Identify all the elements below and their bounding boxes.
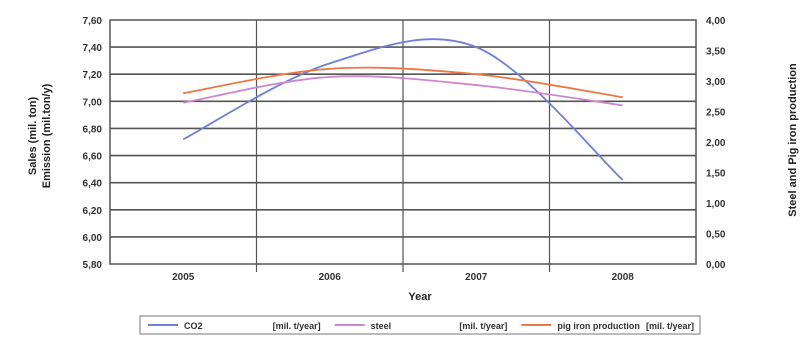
left-tick-label: 7,40 [83,43,103,54]
right-tick-label: 2,50 [706,108,726,119]
x-tick-label: 2006 [319,272,342,283]
legend-series-name: steel [371,321,392,331]
x-tick-label: 2007 [465,272,488,283]
left-tick-label: 6,80 [83,124,103,135]
legend: CO2 [mil. t/year] steel [mil. t/year] pig ir… [139,315,701,335]
right-axis-title: Steel and Pig iron production [787,63,799,217]
left-axis-title-line1: Sales (mil. ton) [27,97,39,176]
left-axis-title-line2: Emission (mil.ton/y) [41,83,53,188]
left-tick-label: 6,20 [83,206,103,217]
left-tick-label: 6,40 [83,179,103,190]
legend-series-unit: [mil. t/year] [646,321,694,331]
right-tick-label: 0,50 [706,230,726,241]
x-tick-label: 2008 [612,272,635,283]
left-tick-label: 6,60 [83,152,103,163]
legend-series-unit: [mil. t/year] [273,321,321,331]
series-line-co2 [182,38,624,181]
left-tick-label: 6,00 [83,233,103,244]
right-tick-label: 3,00 [706,77,726,88]
right-tick-label: 4,00 [706,16,726,27]
right-tick-label: 1,00 [706,199,726,210]
right-tick-label: 2,00 [706,138,726,149]
right-tick-label: 1,50 [706,169,726,180]
series-line-steel [183,75,623,107]
legend-series-name: pig iron production [557,321,640,331]
right-tick-label: 0,00 [706,260,726,271]
legend-series-name: CO2 [184,321,203,331]
series-line-pig-iron-production [183,66,623,99]
x-axis-title: Year [408,291,432,303]
left-tick-label: 7,60 [83,16,103,27]
left-tick-label: 7,20 [83,70,103,81]
left-tick-label: 5,80 [83,260,103,271]
x-tick-label: 2005 [172,272,195,283]
right-tick-label: 3,50 [706,47,726,58]
legend-series-unit: [mil. t/year] [459,321,507,331]
legend-box [139,315,701,335]
left-tick-label: 7,00 [83,97,103,108]
